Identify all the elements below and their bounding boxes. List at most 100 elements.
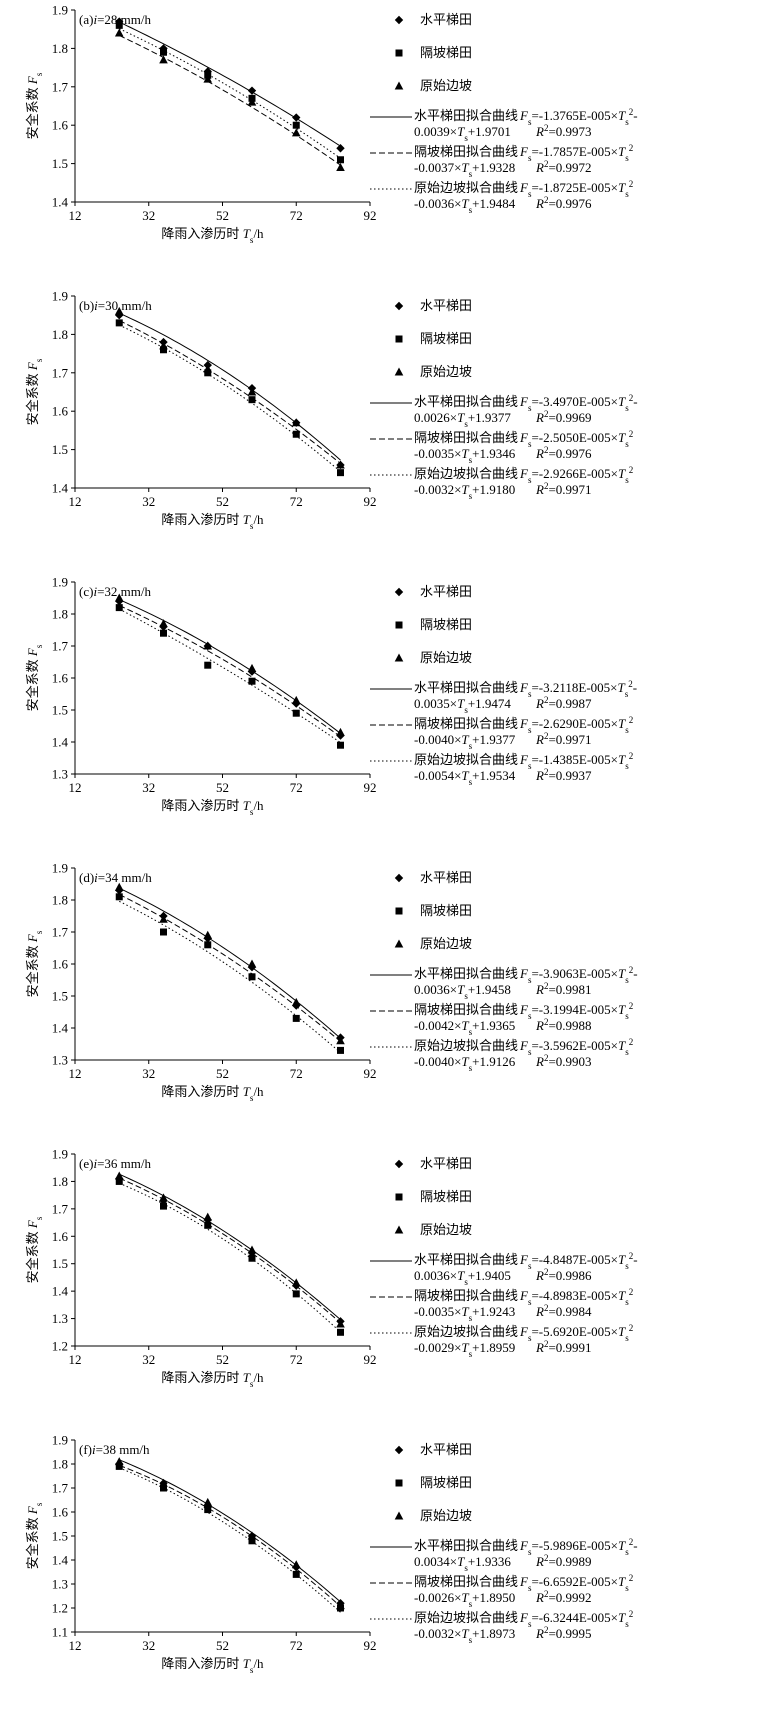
triangle-marker-2 (159, 1478, 168, 1487)
legend-label-2: 隔坡梯田 (420, 1189, 472, 1204)
square-marker-4 (248, 1537, 256, 1545)
y-tick-label: 1.3 (52, 1311, 68, 1326)
fit-curve-1 (119, 312, 341, 461)
fit-equation-line2-2: -0.0042×Ts+1.9365 (414, 1018, 515, 1037)
triangle-marker-legend-3 (394, 367, 404, 376)
series-1 (115, 886, 345, 1042)
y-tick-label: 1.4 (52, 195, 69, 210)
y-axis-label: 安全系数 Fs (25, 644, 44, 711)
diamond-marker-4 (247, 86, 257, 95)
fit-equation-line1-2: Fs=-1.7857E-005×Ts2 (519, 143, 633, 163)
square-marker-legend-2 (395, 621, 403, 629)
fit-equation-line2-3: -0.0040×Ts+1.9126 (414, 1054, 516, 1073)
chart-panel-d: 1.3 1.4 1.5 1.6 1.7 1.8 1.9 12 32 52 72 92 降雨入渗历时 Ts… (25, 861, 638, 1104)
series-1 (115, 597, 345, 740)
fit-r2-2: R2=0.9972 (535, 159, 592, 175)
square-marker-legend-2 (395, 49, 403, 57)
x-tick-label: 32 (142, 1352, 155, 1367)
legend-label-2: 隔坡梯田 (420, 45, 472, 60)
triangle-marker-legend-3 (394, 939, 404, 948)
triangle-marker-3 (203, 1497, 213, 1506)
fit-r2-1: R2=0.9973 (535, 123, 592, 139)
chart-panel-e: 1.2 1.3 1.4 1.5 1.6 1.7 1.8 1.9 12 32 52 72 92 降雨入渗历时… (25, 1147, 638, 1390)
series-3 (114, 593, 345, 736)
x-tick-label: 52 (216, 1638, 229, 1653)
fit-equation-line1-3: Fs=-1.4385E-005×Ts2 (519, 751, 633, 771)
triangle-marker-legend-3 (394, 653, 404, 662)
y-tick-label: 1.7 (52, 639, 69, 654)
x-tick-label: 52 (216, 494, 229, 509)
x-tick-label: 12 (69, 494, 82, 509)
fit-r2-2: R2=0.9971 (535, 731, 592, 747)
diamond-marker-legend-1 (394, 1445, 404, 1455)
triangle-marker-5 (291, 695, 301, 704)
x-tick-label: 72 (290, 780, 303, 795)
y-axis-label: 安全系数 Fs (25, 1216, 44, 1283)
square-marker-4 (248, 973, 256, 981)
square-marker-3 (204, 1221, 212, 1229)
fit-equation-line1-1: Fs=-3.4970E-005×Ts2- (519, 393, 638, 413)
y-tick-label: 1.5 (52, 989, 68, 1004)
triangle-marker-1 (114, 1171, 124, 1180)
y-axis-label: 安全系数 Fs (25, 930, 44, 997)
fit-curve-1 (119, 599, 341, 734)
legend-label-1: 水平梯田 (420, 1156, 472, 1171)
fit-equation-line2-2: -0.0035×Ts+1.9243 (414, 1304, 515, 1323)
fit-equation-line2-1: 0.0026×Ts+1.9377 (414, 410, 511, 429)
y-tick-label: 1.9 (52, 1147, 68, 1162)
fit-r2-3: R2=0.9991 (535, 1339, 592, 1355)
x-tick-label: 92 (364, 780, 377, 795)
x-tick-label: 72 (290, 494, 303, 509)
fit-equation-line1-2: Fs=-2.6290E-005×Ts2 (519, 715, 633, 735)
triangle-marker-legend-3 (394, 1511, 404, 1520)
legend-fit-label-3: 原始边坡拟合曲线 (414, 1038, 518, 1053)
square-marker-6 (337, 1046, 344, 1054)
series-3 (114, 1457, 345, 1610)
x-tick-label: 12 (69, 1066, 82, 1081)
x-axis-label: 降雨入渗历时 Ts/h (161, 226, 264, 245)
legend-label-3: 原始边坡 (420, 1222, 472, 1237)
x-tick-label: 72 (290, 1066, 303, 1081)
fit-equation-line2-1: 0.0035×Ts+1.9474 (414, 696, 511, 715)
x-tick-label: 92 (364, 494, 377, 509)
triangle-marker-legend-3 (394, 1225, 404, 1234)
y-tick-label: 1.5 (52, 703, 68, 718)
x-tick-label: 92 (364, 1066, 377, 1081)
legend-fit-label-1: 水平梯田拟合曲线 (414, 966, 518, 981)
legend-label-3: 原始边坡 (420, 364, 472, 379)
x-axis-label: 降雨入渗历时 Ts/h (161, 1084, 264, 1103)
fit-equation-line1-3: Fs=-6.3244E-005×Ts2 (519, 1609, 633, 1629)
square-marker-legend-2 (395, 1193, 403, 1201)
x-tick-label: 52 (216, 208, 229, 223)
square-marker-2 (160, 48, 167, 56)
panel-label: (d)i=34 mm/h (79, 870, 152, 885)
legend-fit-label-1: 水平梯田拟合曲线 (414, 680, 518, 695)
fit-equation-line2-1: 0.0039×Ts+1.9701 (414, 124, 511, 143)
legend-label-1: 水平梯田 (420, 12, 472, 27)
square-marker-5 (292, 1290, 300, 1298)
fit-equation-line1-2: Fs=-3.1994E-005×Ts2 (519, 1001, 633, 1021)
fit-r2-1: R2=0.9987 (535, 695, 592, 711)
y-tick-label: 1.8 (52, 327, 68, 342)
diamond-marker-5 (292, 113, 301, 122)
triangle-marker-1 (114, 882, 124, 891)
fit-equation-line2-1: 0.0036×Ts+1.9458 (414, 982, 511, 1001)
fit-curve-2 (119, 1464, 341, 1607)
x-tick-label: 92 (364, 1638, 377, 1653)
x-tick-label: 32 (142, 208, 155, 223)
y-tick-label: 1.8 (52, 893, 68, 908)
square-marker-2 (160, 629, 167, 637)
series-2 (115, 319, 344, 477)
series-3 (114, 882, 345, 1045)
diamond-marker-legend-1 (394, 873, 404, 883)
triangle-marker-6 (336, 1601, 345, 1610)
fit-equation-line2-2: -0.0035×Ts+1.9346 (414, 446, 516, 465)
x-tick-label: 72 (290, 208, 303, 223)
legend-fit-label-3: 原始边坡拟合曲线 (414, 1324, 518, 1339)
legend-label-1: 水平梯田 (420, 584, 472, 599)
square-marker-2 (160, 346, 167, 354)
triangle-marker-4 (247, 663, 257, 672)
legend-label-2: 隔坡梯田 (420, 331, 472, 346)
fit-equation-line1-3: Fs=-1.8725E-005×Ts2 (519, 179, 633, 199)
y-tick-label: 1.7 (52, 925, 69, 940)
